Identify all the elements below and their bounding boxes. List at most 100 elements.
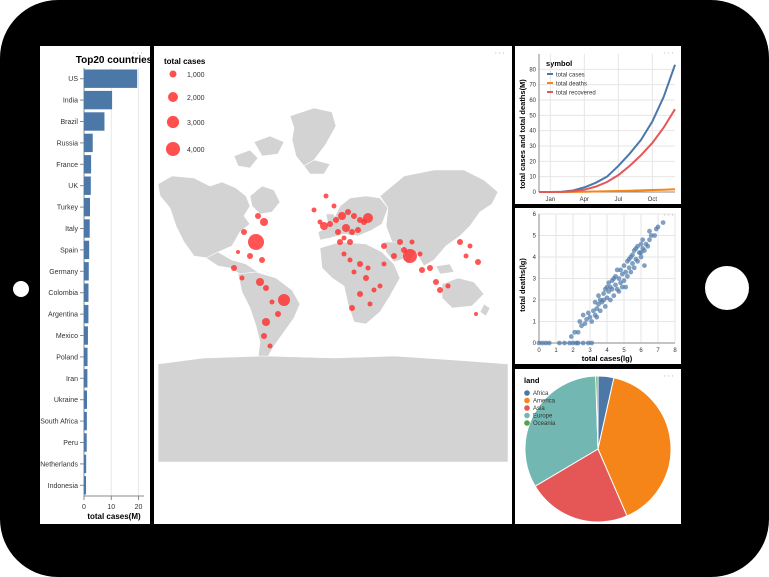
- ellipsis-icon[interactable]: ···: [494, 49, 506, 59]
- bar-category-label: Colombia: [48, 290, 78, 297]
- scatter-point: [580, 340, 586, 346]
- scatter-point: [596, 293, 601, 299]
- bar: [84, 476, 87, 495]
- scatter-point: [594, 314, 600, 320]
- scatter-point: [645, 243, 651, 249]
- case-bubble: [241, 229, 247, 235]
- case-bubble: [367, 301, 373, 307]
- case-bubble: [351, 213, 357, 219]
- scatter-point: [611, 293, 617, 299]
- scatter-point: [543, 340, 549, 346]
- ellipsis-icon[interactable]: ···: [663, 372, 675, 382]
- country-shape: [441, 277, 485, 309]
- case-bubble: [403, 249, 417, 263]
- line-y-tick-label: 30: [529, 144, 536, 150]
- bar: [84, 112, 105, 131]
- scatter-point: [570, 340, 576, 346]
- legend-label: total cases: [556, 73, 585, 79]
- legend-swatch: [524, 412, 530, 419]
- ellipsis-icon[interactable]: ···: [663, 211, 675, 221]
- bar-category-label: Brazil: [60, 119, 78, 126]
- case-bubble: [342, 224, 350, 232]
- bar-category-label: UK: [68, 183, 78, 190]
- case-bubble: [341, 235, 347, 241]
- scatter-point: [585, 340, 591, 346]
- scatter-x-tick-label: 5: [622, 348, 626, 354]
- scatter-y-tick-label: 2: [533, 298, 537, 304]
- bar-x-tick-label: 0: [82, 504, 86, 511]
- country-shape: [233, 149, 259, 169]
- case-bubble: [337, 239, 343, 245]
- country-shape: [253, 135, 285, 157]
- scatter-point: [630, 261, 635, 266]
- bar: [84, 390, 87, 409]
- pie-legend-title: land: [524, 376, 540, 385]
- case-bubble: [365, 265, 371, 271]
- case-bubble: [445, 283, 451, 289]
- bar-category-label: Indonesia: [48, 483, 78, 490]
- case-bubble: [397, 239, 403, 245]
- scatter-point: [638, 254, 644, 260]
- case-bubble: [263, 285, 269, 291]
- scatter-point: [572, 329, 578, 335]
- country-shape: [249, 185, 281, 215]
- country-shape: [303, 159, 331, 175]
- scatter-point: [618, 267, 623, 273]
- line-x-tick-label: Oct: [648, 197, 658, 203]
- case-bubble: [262, 318, 270, 326]
- bar: [84, 240, 90, 260]
- scatter-y-tick-label: 1: [533, 320, 537, 326]
- scatter-point: [655, 224, 661, 230]
- legend-label: Europe: [533, 414, 553, 420]
- case-bubble: [349, 229, 355, 235]
- bar: [84, 219, 90, 238]
- scatter-point: [623, 269, 629, 275]
- scatter-point: [568, 334, 574, 339]
- country-shape: [157, 355, 509, 463]
- legend-bubble: [166, 115, 180, 129]
- case-bubble: [457, 239, 463, 245]
- scatter-point: [660, 220, 666, 225]
- ellipsis-icon[interactable]: ···: [132, 49, 144, 59]
- legend-label: America: [533, 399, 556, 405]
- scatter-point: [647, 237, 652, 243]
- line-y-tick-label: 10: [529, 175, 536, 181]
- scatter-y-tick-label: 5: [533, 234, 537, 240]
- bar-category-label: Netherlands: [40, 461, 78, 468]
- scatter-x-tick-label: 8: [673, 348, 677, 354]
- scatter-point: [642, 263, 647, 268]
- case-bubble: [475, 259, 481, 265]
- case-bubble: [323, 193, 329, 199]
- map-legend-title: total cases: [164, 57, 206, 66]
- case-bubble: [357, 291, 363, 297]
- series-line: [539, 108, 676, 193]
- legend-label: total recovered: [556, 91, 596, 97]
- bar-category-label: Italy: [65, 226, 78, 233]
- bar-category-label: France: [56, 162, 78, 169]
- scatter-point: [628, 254, 634, 260]
- scatter-point: [638, 250, 644, 256]
- pie-chart-panel: land Africa America Asia Europe Oceania ···: [515, 369, 681, 524]
- case-bubble: [261, 333, 267, 339]
- legend-swatch: [524, 390, 530, 396]
- scatter-y-tick-label: 4: [533, 255, 537, 261]
- scatter-y-tick-label: 3: [533, 277, 537, 283]
- scatter-point: [589, 319, 595, 324]
- case-bubble: [335, 229, 341, 235]
- line-y-tick-label: 40: [529, 129, 536, 135]
- pie-slice: [597, 377, 672, 517]
- bar: [84, 262, 89, 281]
- scatter-point: [592, 299, 598, 305]
- case-bubble: [338, 212, 346, 220]
- case-bubble: [363, 275, 369, 281]
- pie-slice: [595, 375, 599, 450]
- line-chart: total cases and total deaths(M) symbol 0…: [518, 54, 676, 203]
- scatter-x-tick-label: 7: [656, 348, 660, 354]
- bar-category-label: Turkey: [57, 205, 79, 212]
- home-button[interactable]: [705, 266, 749, 310]
- ellipsis-icon[interactable]: ···: [663, 49, 675, 59]
- bar-chart-title: Top20 countries: [76, 55, 150, 66]
- map-panel: total cases 1,000 2,000 3,000 4,000 ···: [154, 46, 512, 524]
- bar-category-label: India: [63, 98, 78, 105]
